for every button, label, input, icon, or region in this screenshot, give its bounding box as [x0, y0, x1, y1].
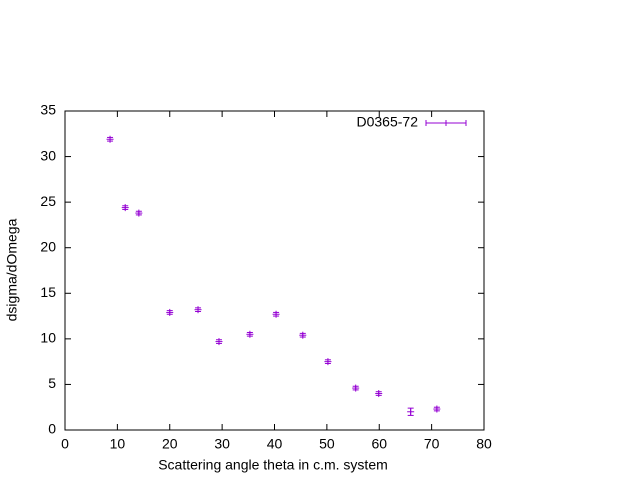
x-tick-label: 10 — [110, 436, 126, 452]
x-tick-label: 0 — [61, 436, 69, 452]
data-point — [194, 306, 202, 314]
x-tick-label: 60 — [371, 436, 387, 452]
y-tick-label: 30 — [40, 147, 56, 163]
data-point — [106, 135, 114, 143]
y-tick-label: 10 — [40, 330, 56, 346]
x-tick-label: 20 — [162, 436, 178, 452]
x-tick-label: 40 — [267, 436, 283, 452]
data-point — [299, 331, 307, 339]
y-axis-label: dsigma/dOmega — [4, 218, 20, 321]
y-tick-label: 5 — [48, 375, 56, 391]
legend-label: D0365-72 — [357, 114, 419, 130]
y-tick-label: 25 — [40, 193, 56, 209]
plot-frame — [64, 110, 485, 431]
data-point — [121, 204, 129, 212]
data-point — [324, 358, 332, 366]
x-tick-label: 80 — [476, 436, 492, 452]
x-tick-label: 30 — [214, 436, 230, 452]
y-tick-label: 20 — [40, 238, 56, 254]
x-tick-label: 50 — [319, 436, 335, 452]
data-point — [215, 338, 223, 346]
x-axis-label: Scattering angle theta in c.m. system — [158, 457, 388, 473]
data-point — [135, 209, 143, 217]
y-tick-label: 0 — [48, 421, 56, 437]
data-point — [272, 310, 280, 318]
data-point — [166, 308, 174, 316]
data-point — [352, 384, 360, 392]
data-point — [407, 407, 415, 416]
y-tick-label: 15 — [40, 284, 56, 300]
y-tick-label: 35 — [40, 102, 56, 118]
data-point — [375, 390, 383, 398]
data-point — [246, 330, 254, 338]
data-point — [433, 405, 441, 413]
x-tick-label: 70 — [424, 436, 440, 452]
